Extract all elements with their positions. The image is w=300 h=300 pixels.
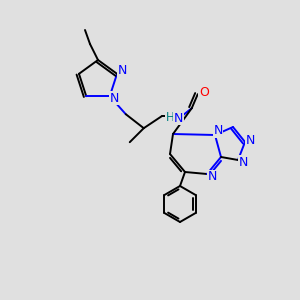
Text: H: H <box>165 111 174 124</box>
Text: N: N <box>238 155 248 169</box>
Text: N: N <box>213 124 223 137</box>
Text: N: N <box>174 112 183 125</box>
Text: N: N <box>117 64 127 77</box>
Text: N: N <box>207 170 217 184</box>
Text: N: N <box>245 134 255 148</box>
Text: O: O <box>199 86 209 99</box>
Text: N: N <box>110 92 119 105</box>
